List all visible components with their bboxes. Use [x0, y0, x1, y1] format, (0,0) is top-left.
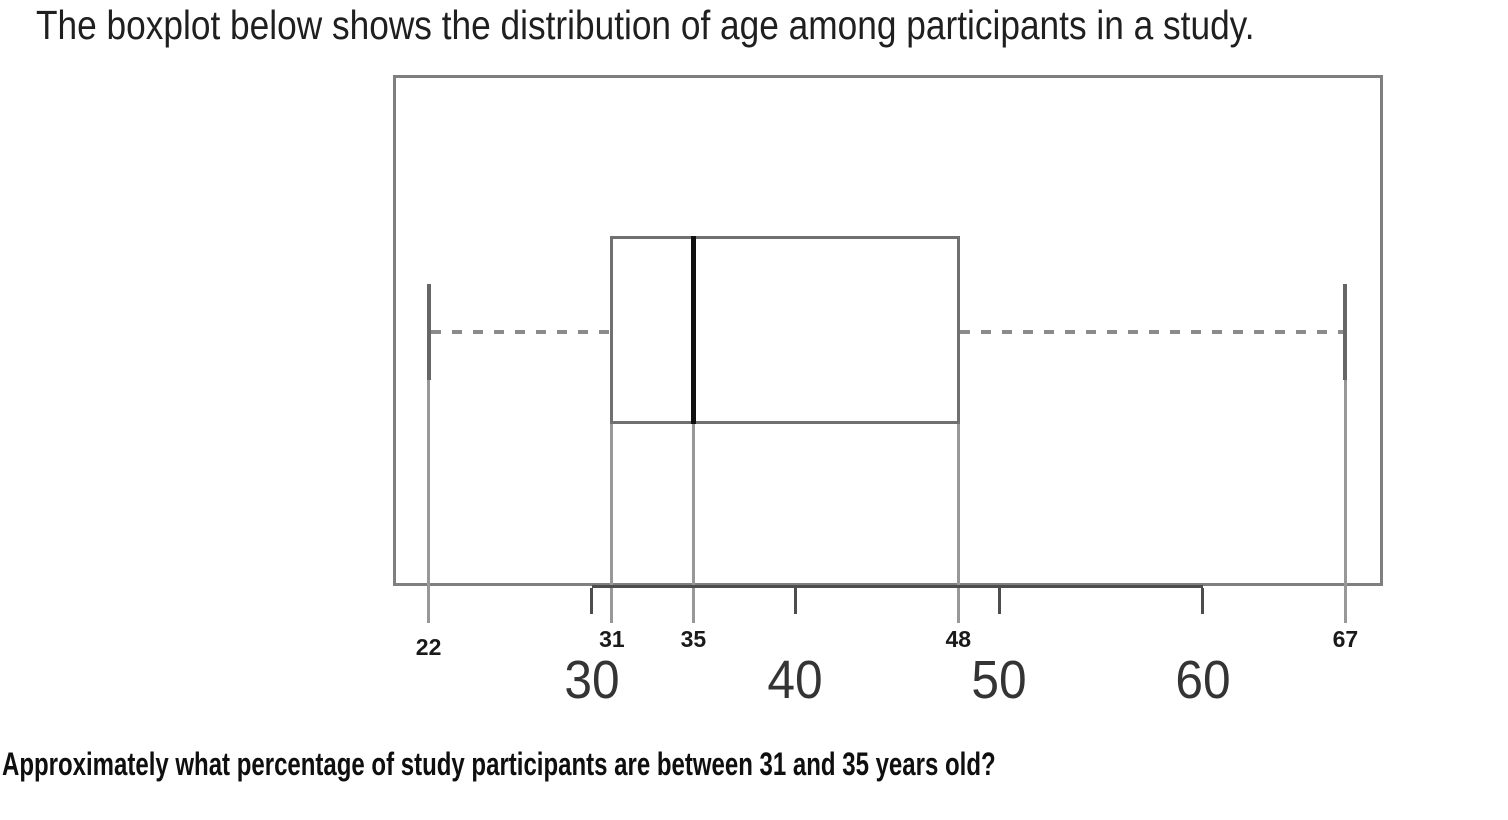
- value-label: 31: [599, 626, 625, 652]
- connector-line: [1343, 380, 1347, 623]
- connector-line: [956, 424, 960, 623]
- question-text: Approximately what percentage of study p…: [2, 746, 996, 782]
- axis-tick: [997, 588, 1001, 614]
- whisker-line-right: [960, 330, 1344, 334]
- connector-line: [691, 424, 695, 623]
- tick-label: 50: [971, 650, 1027, 710]
- whisker-line-left: [430, 330, 612, 334]
- connector-line: [610, 424, 614, 623]
- boxplot-box: [609, 236, 961, 424]
- whisker-cap-max: [1343, 284, 1348, 380]
- value-label: 35: [680, 626, 707, 652]
- value-label: 48: [945, 626, 972, 652]
- tick-label: 30: [563, 650, 620, 710]
- axis-tick: [1201, 588, 1205, 614]
- median-line: [690, 236, 696, 424]
- axis-tick: [793, 588, 797, 614]
- axis-tick: [590, 588, 594, 614]
- tick-label: 40: [767, 650, 823, 710]
- axis-line: [591, 585, 1203, 588]
- page-title: The boxplot below shows the distribution…: [36, 2, 1255, 48]
- whisker-cap-min: [426, 284, 431, 380]
- tick-label: 60: [1175, 650, 1231, 710]
- boxplot-figure: 22 31 35 48 67 30 40 50 60: [393, 75, 1383, 710]
- connector-line: [427, 380, 431, 623]
- value-label: 22: [415, 634, 442, 660]
- value-label: 67: [1332, 626, 1359, 652]
